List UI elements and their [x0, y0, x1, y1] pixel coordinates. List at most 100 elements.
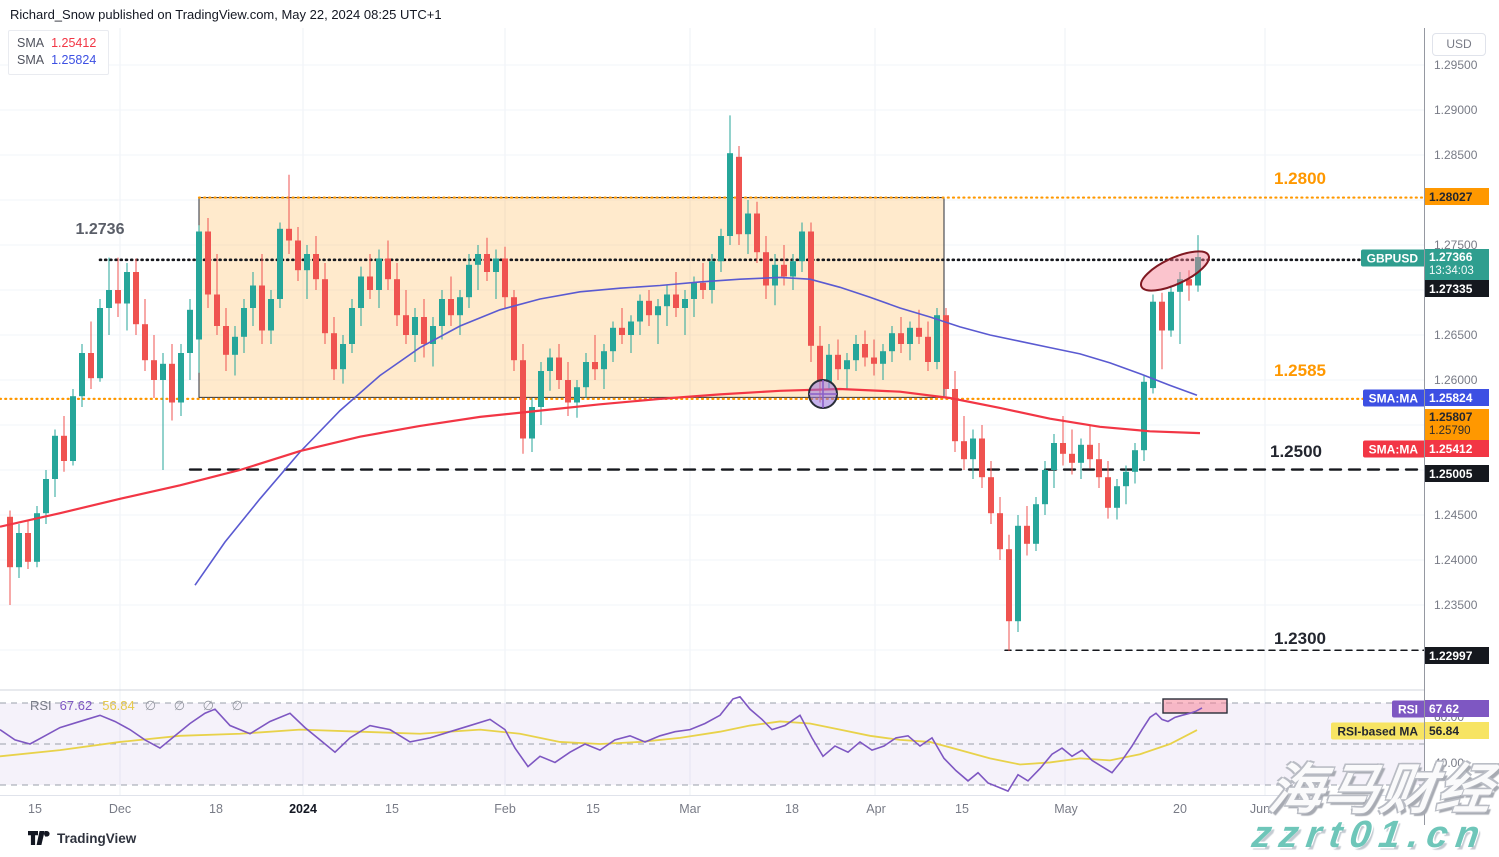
rsi-legend-name: RSI — [30, 698, 52, 713]
candle-body — [106, 290, 112, 308]
axis-badge-last-price: 1.27366 13:34:03 — [1425, 248, 1489, 280]
candle-body — [772, 264, 778, 286]
candle-body — [205, 231, 211, 295]
candle-body — [529, 407, 535, 439]
currency-button[interactable]: USD — [1432, 33, 1486, 56]
candle-body — [169, 363, 175, 403]
candle-body — [151, 360, 157, 380]
time-tick-Apr: Apr — [866, 802, 886, 816]
candle-body — [736, 156, 742, 235]
candle-body — [124, 272, 130, 304]
publish-info: Richard_Snow published on TradingView.co… — [10, 7, 442, 22]
axis-badge-level-1-28027: 1.28027 — [1425, 188, 1489, 205]
candle-body — [133, 272, 139, 325]
candle-body — [160, 363, 166, 380]
candle-body — [574, 387, 580, 403]
candle-body — [520, 360, 526, 439]
candle-body — [970, 438, 976, 460]
candle-body — [1078, 444, 1084, 463]
candle-body — [799, 231, 805, 262]
candle-body — [655, 306, 661, 316]
candle-body — [1060, 443, 1066, 454]
time-tick-18: 18 — [785, 802, 799, 816]
candle-body — [781, 264, 787, 277]
candle-body — [727, 153, 733, 236]
axis-badge-line: 67.62 — [1429, 701, 1460, 716]
rsi-legend-empty-values: ∅ ∅ ∅ ∅ — [144, 698, 250, 713]
candle-body — [115, 290, 121, 304]
sma-blue-line — [194, 276, 1198, 586]
level-annotation-1.2500: 1.2500 — [1270, 442, 1322, 461]
candle-body — [1177, 279, 1183, 292]
axis-badge-rsi-ma-value: 56.84 — [1425, 722, 1489, 739]
candle-body — [1159, 301, 1165, 331]
axis-badge-line: 1.22997 — [1429, 648, 1473, 663]
candle-body — [790, 261, 796, 277]
candle-body — [916, 327, 922, 337]
time-axis[interactable]: 15 Dec 18 2024 15 Feb 15 Mar 18 Apr 15 May 20 Jun — [0, 795, 1424, 826]
candle-body — [619, 327, 625, 335]
time-tick-Mar: Mar — [679, 802, 701, 816]
candle-body — [511, 297, 517, 361]
candle-body — [817, 345, 823, 382]
candle-body — [79, 353, 85, 397]
price-chart-canvas[interactable]: 1.2736 1.2800 1.2585 1.2500 1.2300 — [0, 28, 1424, 795]
axis-badge-line: 1.25412 — [1429, 441, 1473, 456]
candle-body — [349, 308, 355, 344]
time-tick-15: 15 — [385, 802, 399, 816]
sma-legend-value: 1.25824 — [51, 53, 97, 67]
candle-body — [250, 285, 256, 308]
candle-body — [448, 299, 454, 316]
plot-badge-rsi-ma-label: RSI-based MA — [1331, 722, 1424, 740]
candle-body — [835, 354, 841, 370]
candle-body — [475, 254, 481, 265]
axis-tick-1.23500: 1.23500 — [1434, 598, 1478, 612]
axis-badge-line: 13:34:03 — [1429, 265, 1474, 277]
axis-badge-level-1-22997: 1.22997 — [1425, 647, 1489, 664]
candle-body — [196, 231, 202, 340]
sma-legend-label: SMA — [17, 36, 45, 50]
candle-body — [493, 258, 499, 272]
plot-badge-sma-blue-label: SMA:MA — [1362, 389, 1424, 407]
candle-body — [925, 336, 931, 362]
candle-body — [1141, 381, 1147, 451]
candle-body — [1015, 525, 1021, 622]
price-axis[interactable]: USD 1.29500 1.29000 1.28500 1.27500 1.26500 1… — [1424, 28, 1499, 825]
sma-legend-label: SMA — [17, 53, 45, 67]
time-tick-Feb: Feb — [494, 802, 516, 816]
axis-tick-1.24500: 1.24500 — [1434, 508, 1478, 522]
axis-badge-line: 1.27335 — [1429, 281, 1473, 296]
candle-body — [745, 213, 751, 235]
axis-tick-40.00: 40.00 — [1434, 756, 1465, 770]
candle-body — [682, 299, 688, 308]
axis-tick-1.24000: 1.24000 — [1434, 553, 1478, 567]
candle-body — [943, 315, 949, 389]
candle-body — [34, 513, 40, 562]
sma-legend-row: SMA 1.25824 — [17, 52, 96, 69]
candle-body — [484, 254, 490, 272]
candle-body — [763, 252, 769, 286]
candle-body — [241, 308, 247, 337]
candle-body — [268, 299, 274, 331]
candle-body — [1123, 471, 1129, 487]
candle-body — [673, 294, 679, 308]
axis-badge-line: 1.25824 — [1429, 390, 1473, 405]
candle-body — [439, 299, 445, 326]
axis-tick-1.29000: 1.29000 — [1434, 103, 1478, 117]
rsi-highlight-box — [1162, 698, 1228, 714]
candle-body — [601, 351, 607, 370]
candle-body — [1024, 525, 1030, 544]
candle-body — [178, 353, 184, 403]
candle-body — [538, 371, 544, 407]
candle-body — [313, 254, 319, 280]
rsi-ma-line — [0, 720, 1198, 766]
time-tick-20: 20 — [1173, 802, 1187, 816]
candle-body — [961, 441, 967, 460]
candle-body — [394, 279, 400, 316]
candle-body — [7, 516, 13, 568]
tradingview-brand-text: TradingView — [57, 831, 137, 846]
candle-body — [88, 353, 94, 379]
candle-body — [718, 236, 724, 262]
candle-body — [952, 389, 958, 442]
